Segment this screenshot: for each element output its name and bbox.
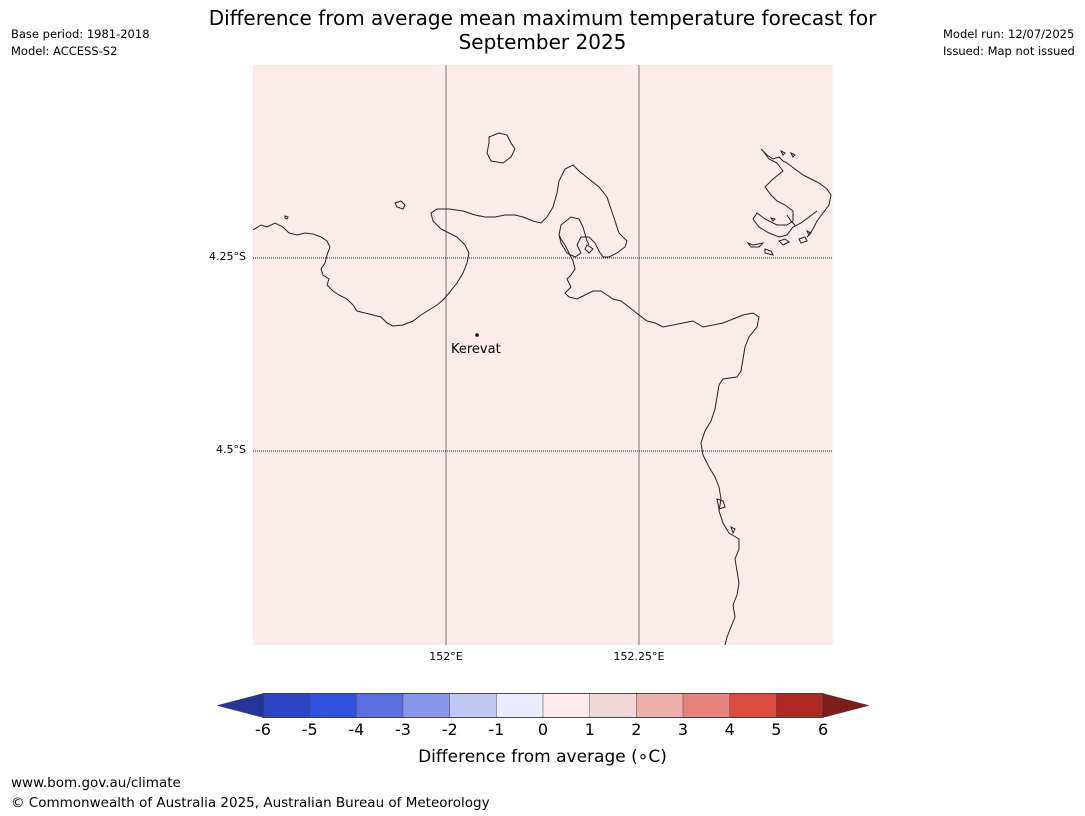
map-canvas xyxy=(253,65,833,645)
colorbar-tick-label: 2 xyxy=(631,720,642,739)
colorbar-tick-label: 4 xyxy=(724,720,735,739)
colorbar-tick-label: 6 xyxy=(817,720,829,739)
colorbar-cell xyxy=(262,693,310,718)
model-run-text: Model run: 12/07/2025 xyxy=(943,27,1075,41)
colorbar-cell xyxy=(402,693,450,718)
lat-label-4-5: 4.5°S xyxy=(216,443,246,456)
map-panel xyxy=(253,65,833,645)
colorbar-tick-label: -2 xyxy=(441,720,458,739)
lon-label-152: 152°E xyxy=(429,650,463,663)
place-label-kerevat: Kerevat xyxy=(451,342,501,357)
colorbar-tick-label: -4 xyxy=(348,720,365,739)
kerevat-marker xyxy=(475,333,479,337)
lat-label-4-25: 4.25°S xyxy=(209,250,246,263)
map-title: Difference from average mean maximum tem… xyxy=(0,6,1085,54)
colorbar-cell xyxy=(636,693,684,718)
colorbar-outline xyxy=(262,693,824,718)
colorbar-cell xyxy=(449,693,497,718)
colorbar-tick-label: -3 xyxy=(395,720,411,739)
colorbar-tick-label: -6 xyxy=(255,720,271,739)
colorbar-tick-label: 5 xyxy=(771,720,782,739)
colorbar-cell xyxy=(309,693,357,718)
colorbar-tick-label: 1 xyxy=(584,720,595,739)
colorbar xyxy=(217,693,869,718)
base-period-text: Base period: 1981-2018 xyxy=(11,27,150,41)
meta-left: Base period: 1981-2018 Model: ACCESS-S2 xyxy=(11,26,150,60)
model-text: Model: ACCESS-S2 xyxy=(11,44,118,58)
title-line-2: September 2025 xyxy=(458,30,627,54)
colorbar-cell xyxy=(356,693,404,718)
title-line-1: Difference from average mean maximum tem… xyxy=(208,6,877,30)
colorbar-cell xyxy=(589,693,637,718)
lon-label-152-25: 152.25°E xyxy=(613,650,665,663)
colorbar-cell xyxy=(496,693,544,718)
footer-website[interactable]: www.bom.gov.au/climate xyxy=(11,775,181,791)
issued-text: Issued: Map not issued xyxy=(943,44,1075,58)
colorbar-extend-high xyxy=(822,693,869,718)
coastline xyxy=(253,132,832,645)
colorbar-cell xyxy=(776,693,824,718)
colorbar-tick-label: -5 xyxy=(301,720,318,739)
colorbar-extend-low xyxy=(217,693,264,718)
colorbar-cell xyxy=(542,693,590,718)
colorbar-tick-label: 3 xyxy=(677,720,689,739)
colorbar-cell xyxy=(682,693,730,718)
colorbar-cell xyxy=(729,693,777,718)
meta-right: Model run: 12/07/2025 Issued: Map not is… xyxy=(943,26,1075,60)
colorbar-tick-label: -1 xyxy=(488,720,505,739)
colorbar-label: Difference from average (∘C) xyxy=(418,747,667,767)
footer-copyright: © Commonwealth of Australia 2025, Austra… xyxy=(11,795,490,811)
colorbar-tick-label: 0 xyxy=(537,720,549,739)
